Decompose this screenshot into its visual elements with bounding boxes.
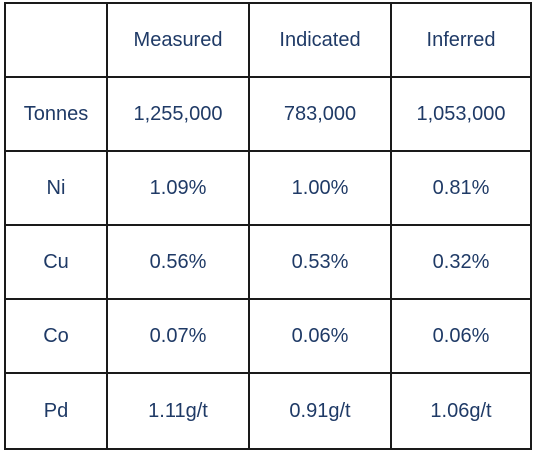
table-cell: 0.53%: [248, 224, 392, 300]
table-row-ni: Ni 1.09% 1.00% 0.81%: [4, 150, 532, 226]
header-corner-cell: [4, 2, 108, 78]
table-cell: 0.32%: [390, 224, 532, 300]
table-cell: 0.81%: [390, 150, 532, 226]
table-cell: 0.56%: [106, 224, 250, 300]
row-label-pd: Pd: [4, 372, 108, 450]
table-header-row: Measured Indicated Inferred: [4, 2, 532, 78]
table-cell: 1.09%: [106, 150, 250, 226]
table-cell: 1.06g/t: [390, 372, 532, 450]
table-cell: 1.11g/t: [106, 372, 250, 450]
table-cell: 0.91g/t: [248, 372, 392, 450]
table-row-co: Co 0.07% 0.06% 0.06%: [4, 298, 532, 374]
row-label-cu: Cu: [4, 224, 108, 300]
resource-table-container: Measured Indicated Inferred Tonnes 1,255…: [4, 2, 532, 450]
header-inferred: Inferred: [390, 2, 532, 78]
resource-estimate-table: Measured Indicated Inferred Tonnes 1,255…: [4, 2, 532, 450]
table-row-tonnes: Tonnes 1,255,000 783,000 1,053,000: [4, 76, 532, 152]
table-cell: 0.06%: [390, 298, 532, 374]
table-cell: 1,255,000: [106, 76, 250, 152]
table-cell: 0.06%: [248, 298, 392, 374]
row-label-co: Co: [4, 298, 108, 374]
table-row-pd: Pd 1.11g/t 0.91g/t 1.06g/t: [4, 372, 532, 450]
table-cell: 0.07%: [106, 298, 250, 374]
row-label-tonnes: Tonnes: [4, 76, 108, 152]
table-cell: 783,000: [248, 76, 392, 152]
table-cell: 1,053,000: [390, 76, 532, 152]
table-row-cu: Cu 0.56% 0.53% 0.32%: [4, 224, 532, 300]
row-label-ni: Ni: [4, 150, 108, 226]
header-indicated: Indicated: [248, 2, 392, 78]
table-cell: 1.00%: [248, 150, 392, 226]
header-measured: Measured: [106, 2, 250, 78]
